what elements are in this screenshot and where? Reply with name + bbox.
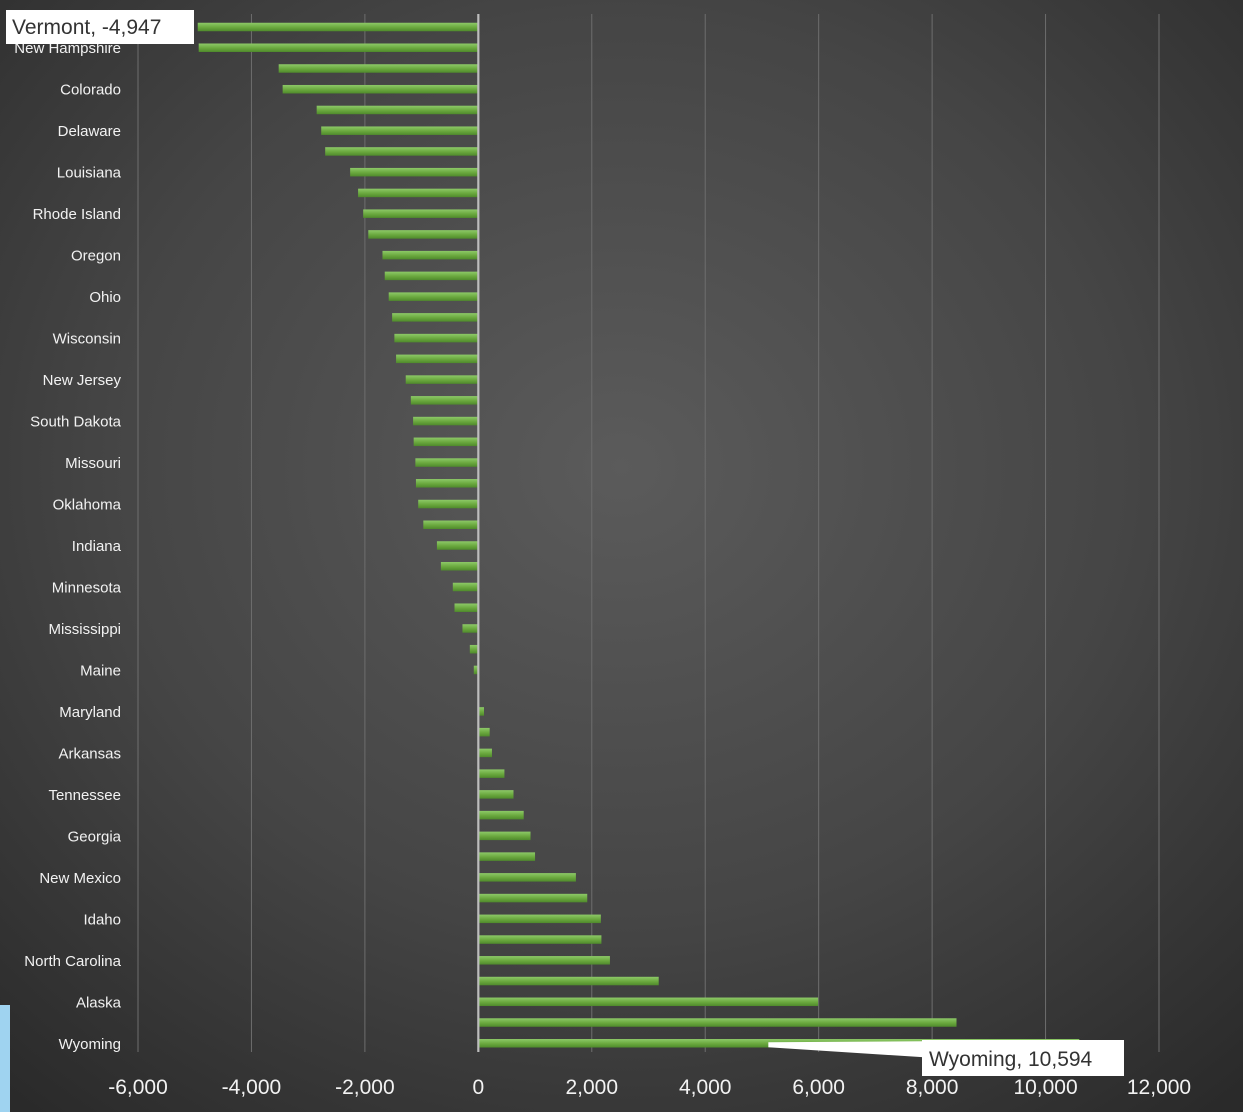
category-label: Maryland (59, 704, 121, 721)
bar (478, 769, 505, 778)
bar (423, 520, 479, 530)
bar (405, 375, 479, 384)
bar (478, 852, 536, 861)
callout-label: Vermont, -4,947 (12, 16, 161, 39)
bar (462, 624, 479, 633)
bar (382, 250, 479, 260)
bar (469, 644, 479, 654)
callout-box (6, 10, 194, 44)
bar (413, 437, 479, 447)
bar (478, 810, 524, 820)
category-label: Alaska (76, 994, 122, 1011)
category-label: New Jersey (43, 372, 122, 389)
callouts: Vermont, -4,947 Wyoming, 10,594 (6, 10, 1124, 1076)
bar (282, 84, 479, 94)
x-tick-label: 10,000 (1013, 1076, 1077, 1099)
bar (418, 499, 479, 509)
bar (478, 976, 659, 986)
bar (321, 126, 479, 135)
category-label: Indiana (72, 538, 122, 555)
category-label: Colorado (60, 82, 121, 99)
bar (473, 665, 479, 675)
bar (325, 147, 479, 156)
bar (392, 313, 479, 322)
category-label: Ohio (89, 289, 121, 306)
x-tick-label: 0 (472, 1076, 484, 1099)
x-tick-label: -2,000 (335, 1076, 395, 1099)
bar (478, 790, 514, 799)
bar (478, 956, 610, 965)
bar (363, 209, 479, 218)
callout-wyoming: Wyoming, 10,594 (768, 1040, 1124, 1076)
category-label: Oregon (71, 248, 121, 265)
category-label: Minnesota (52, 579, 122, 596)
bars (197, 22, 1080, 1048)
bar (478, 831, 531, 841)
bar (478, 935, 602, 944)
bar (478, 727, 490, 737)
bar (350, 167, 479, 177)
callout-label: Wyoming, 10,594 (929, 1048, 1093, 1071)
category-label: Maine (80, 662, 121, 679)
category-label: Louisiana (57, 165, 122, 182)
bar (413, 416, 479, 426)
bar (388, 292, 479, 301)
category-label: Mississippi (48, 621, 121, 638)
x-tick-label: 4,000 (679, 1076, 732, 1099)
category-label: Tennessee (48, 787, 121, 804)
bar (478, 893, 588, 903)
x-tick-label: -4,000 (222, 1076, 282, 1099)
bar (440, 561, 479, 571)
bar (478, 997, 819, 1007)
category-label: Idaho (83, 911, 121, 928)
bar (478, 873, 576, 882)
x-tick-labels: -6,000 -4,000 -2,000 0 2,000 4,000 6,000 8,000 1… (108, 1076, 1191, 1099)
category-label: South Dakota (30, 414, 122, 431)
bar (415, 458, 479, 467)
category-label: North Carolina (24, 953, 121, 970)
bar (452, 582, 479, 592)
bar (316, 105, 479, 115)
bar (358, 188, 479, 198)
category-label: Wyoming (59, 1036, 121, 1053)
bar (368, 230, 479, 239)
category-label: Wisconsin (53, 331, 121, 348)
callout-leader (768, 1041, 924, 1058)
bar (394, 333, 479, 343)
bar (197, 22, 479, 32)
callout-vermont: Vermont, -4,947 (6, 10, 194, 44)
category-label: Rhode Island (33, 206, 121, 223)
bar (454, 603, 479, 612)
bar (396, 354, 479, 364)
bar (478, 707, 485, 716)
bar (436, 541, 479, 550)
bar (478, 914, 601, 924)
category-label: New Hampshire (14, 40, 121, 57)
accent-strip (0, 1005, 10, 1112)
category-label: New Mexico (39, 870, 121, 887)
x-tick-label: 12,000 (1127, 1076, 1191, 1099)
category-label: Georgia (68, 828, 122, 845)
x-tick-label: -6,000 (108, 1076, 168, 1099)
gridlines (137, 14, 1160, 1052)
category-label: Delaware (58, 123, 121, 140)
category-label: Arkansas (58, 745, 121, 762)
x-tick-label: 8,000 (906, 1076, 959, 1099)
bar (278, 64, 479, 73)
bar (415, 479, 479, 488)
bar (384, 271, 479, 281)
category-labels: New Hampshire Colorado Delaware Louisiana Rh… (14, 40, 121, 1053)
bar (410, 396, 479, 405)
category-label: Missouri (65, 455, 121, 472)
x-tick-label: 6,000 (792, 1076, 845, 1099)
callout-box (922, 1040, 1124, 1076)
bar (478, 1018, 957, 1027)
bar (478, 748, 492, 758)
bar (198, 43, 479, 52)
category-label: Oklahoma (53, 497, 122, 514)
x-tick-label: 2,000 (565, 1076, 618, 1099)
